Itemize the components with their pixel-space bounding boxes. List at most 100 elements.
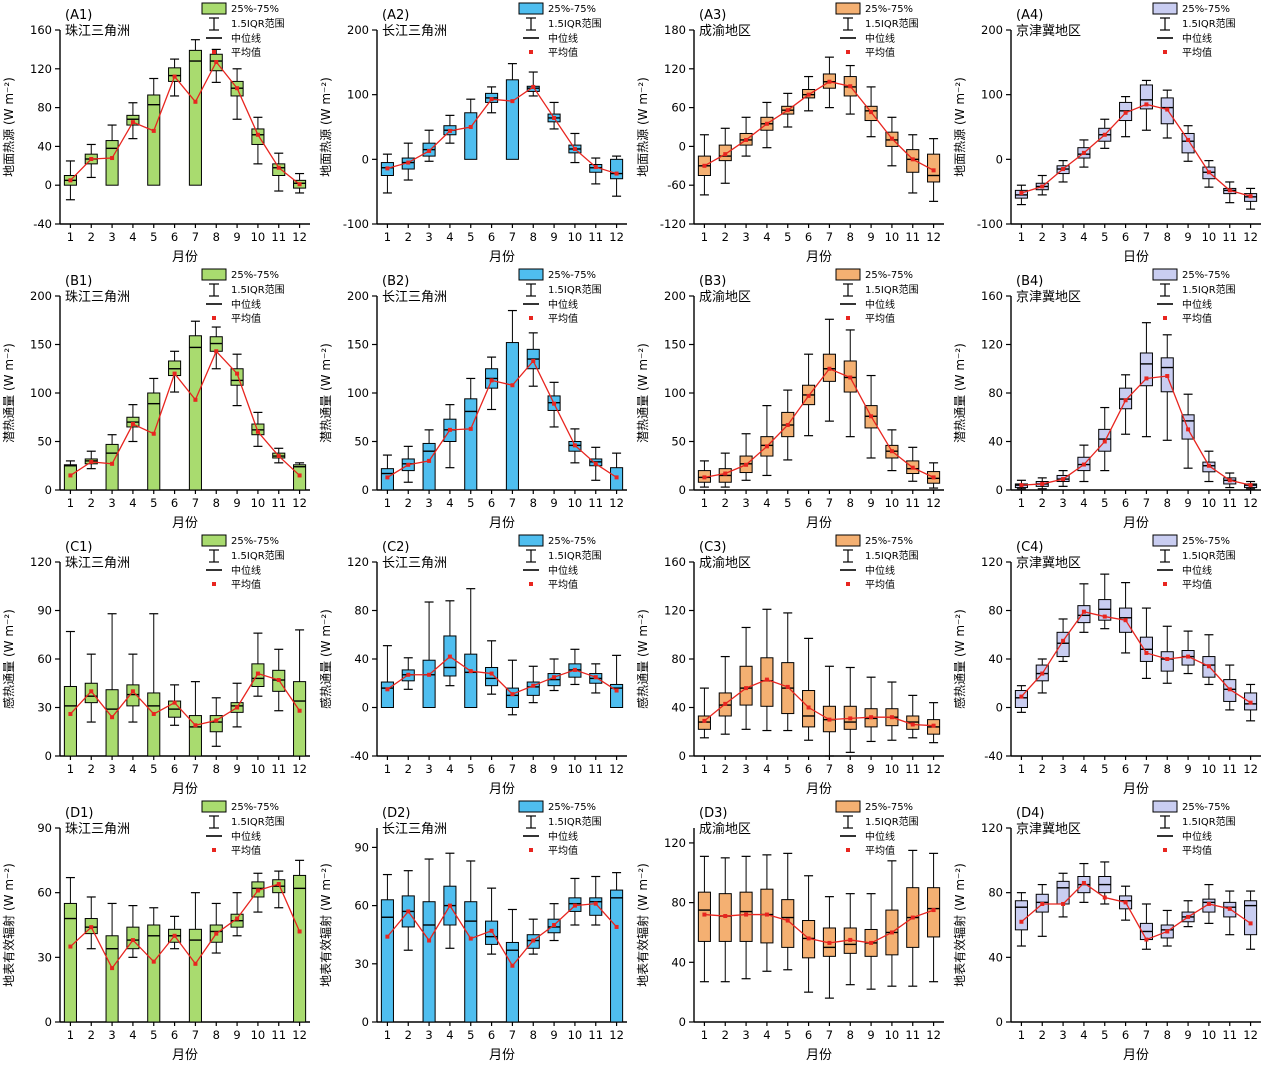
- svg-text:5: 5: [467, 1028, 474, 1042]
- svg-text:5: 5: [150, 762, 157, 776]
- svg-text:80: 80: [354, 604, 369, 618]
- svg-text:0: 0: [45, 178, 52, 192]
- svg-text:6: 6: [488, 1028, 495, 1042]
- svg-text:7: 7: [192, 762, 199, 776]
- svg-text:12: 12: [926, 1028, 941, 1042]
- panel-title: (A3)成渝地区: [699, 8, 751, 39]
- svg-text:2: 2: [405, 496, 412, 510]
- svg-text:3: 3: [742, 762, 749, 776]
- svg-text:4: 4: [1080, 230, 1087, 244]
- y-axis-label: 潜热通量 (W m⁻²): [2, 343, 16, 443]
- svg-text:80: 80: [671, 652, 686, 666]
- box-series: [380, 588, 624, 716]
- svg-text:3: 3: [425, 1028, 432, 1042]
- svg-text:9: 9: [1184, 1028, 1191, 1042]
- panel-a3: -120 -60 0 60 120 180 1 2 3 4 5 6 7 8 9 10 11 12 月份 地面热源 (W…: [634, 0, 951, 266]
- svg-text:8: 8: [847, 496, 854, 510]
- svg-text:0: 0: [362, 483, 369, 497]
- svg-text:40: 40: [988, 950, 1003, 964]
- svg-text:1: 1: [384, 762, 391, 776]
- mean-series: [702, 908, 936, 945]
- svg-text:1.5IQR范围: 1.5IQR范围: [231, 17, 285, 30]
- svg-text:8: 8: [847, 230, 854, 244]
- svg-text:3: 3: [108, 1028, 115, 1042]
- mean-series: [702, 79, 936, 173]
- mean-series: [385, 901, 619, 968]
- svg-text:0: 0: [362, 1015, 369, 1029]
- svg-text:40: 40: [354, 652, 369, 666]
- svg-text:9: 9: [233, 762, 240, 776]
- svg-text:4: 4: [446, 496, 453, 510]
- x-axis-label: 月份: [489, 1048, 515, 1063]
- svg-text:1: 1: [384, 496, 391, 510]
- y-axis-label: 感热通量 (W m⁻²): [952, 609, 967, 709]
- svg-text:60: 60: [354, 899, 369, 913]
- panel-d1: 0 30 60 90 1 2 3 4 5 6 7 8 9 10 11 12 月份 地表有效辐射 (W m⁻²) (D…: [0, 798, 317, 1064]
- svg-text:11: 11: [271, 1028, 286, 1042]
- svg-text:12: 12: [609, 230, 624, 244]
- region-label: 珠江三角洲: [65, 822, 130, 837]
- svg-text:0: 0: [679, 139, 686, 153]
- panel-title: (D2)长江三角洲: [382, 806, 447, 837]
- region-label: 京津冀地区: [1016, 23, 1081, 39]
- svg-text:2: 2: [405, 230, 412, 244]
- box-series: [380, 309, 624, 491]
- svg-text:10: 10: [885, 762, 900, 776]
- svg-text:2: 2: [88, 762, 95, 776]
- svg-text:3: 3: [1059, 230, 1066, 244]
- svg-text:180: 180: [664, 23, 686, 37]
- svg-text:5: 5: [150, 496, 157, 510]
- svg-text:9: 9: [867, 1028, 874, 1042]
- svg-text:25%-75%: 25%-75%: [865, 4, 913, 15]
- svg-text:(A1): (A1): [65, 8, 92, 23]
- svg-text:9: 9: [550, 762, 557, 776]
- svg-text:80: 80: [671, 896, 686, 910]
- svg-text:平均值: 平均值: [231, 844, 261, 857]
- panel-title: (C3)成渝地区: [699, 540, 751, 571]
- panel-c4: -40 0 40 80 120 1 2 3 4 5 6 7 8 9 10 11 12 月份 感热通量 (W m⁻²)…: [951, 532, 1268, 798]
- svg-text:9: 9: [1184, 762, 1191, 776]
- svg-text:平均值: 平均值: [865, 312, 895, 325]
- svg-text:平均值: 平均值: [865, 844, 895, 857]
- svg-text:1.5IQR范围: 1.5IQR范围: [1182, 815, 1236, 828]
- svg-text:3: 3: [425, 230, 432, 244]
- svg-text:1: 1: [67, 230, 74, 244]
- x-axis-label: 月份: [172, 250, 198, 265]
- svg-text:4: 4: [129, 1028, 136, 1042]
- svg-text:3: 3: [742, 1028, 749, 1042]
- x-axis-label: 月份: [489, 250, 515, 265]
- region-label: 成渝地区: [699, 555, 751, 571]
- svg-text:(A2): (A2): [382, 8, 409, 23]
- svg-text:200: 200: [981, 23, 1003, 37]
- svg-text:中位线: 中位线: [548, 298, 578, 311]
- mean-series: [68, 882, 302, 971]
- svg-text:(A4): (A4): [1016, 8, 1043, 23]
- svg-text:25%-75%: 25%-75%: [231, 802, 279, 813]
- svg-text:0: 0: [996, 701, 1003, 715]
- svg-text:中位线: 中位线: [231, 32, 261, 45]
- svg-text:10: 10: [1202, 230, 1217, 244]
- svg-text:12: 12: [609, 762, 624, 776]
- svg-text:90: 90: [354, 840, 369, 854]
- svg-text:4: 4: [763, 496, 770, 510]
- panel-c3: 0 40 80 120 160 1 2 3 4 5 6 7 8 9 10 11 12 月份 感热通量 (W m⁻²)…: [634, 532, 951, 798]
- mean-series: [1019, 609, 1253, 705]
- box-series: [380, 63, 624, 197]
- box-series: [697, 318, 941, 489]
- svg-text:中位线: 中位线: [1182, 830, 1212, 843]
- svg-text:0: 0: [45, 483, 52, 497]
- svg-text:4: 4: [129, 496, 136, 510]
- svg-text:7: 7: [192, 496, 199, 510]
- svg-text:6: 6: [488, 496, 495, 510]
- svg-text:11: 11: [905, 1028, 920, 1042]
- svg-text:50: 50: [37, 435, 52, 449]
